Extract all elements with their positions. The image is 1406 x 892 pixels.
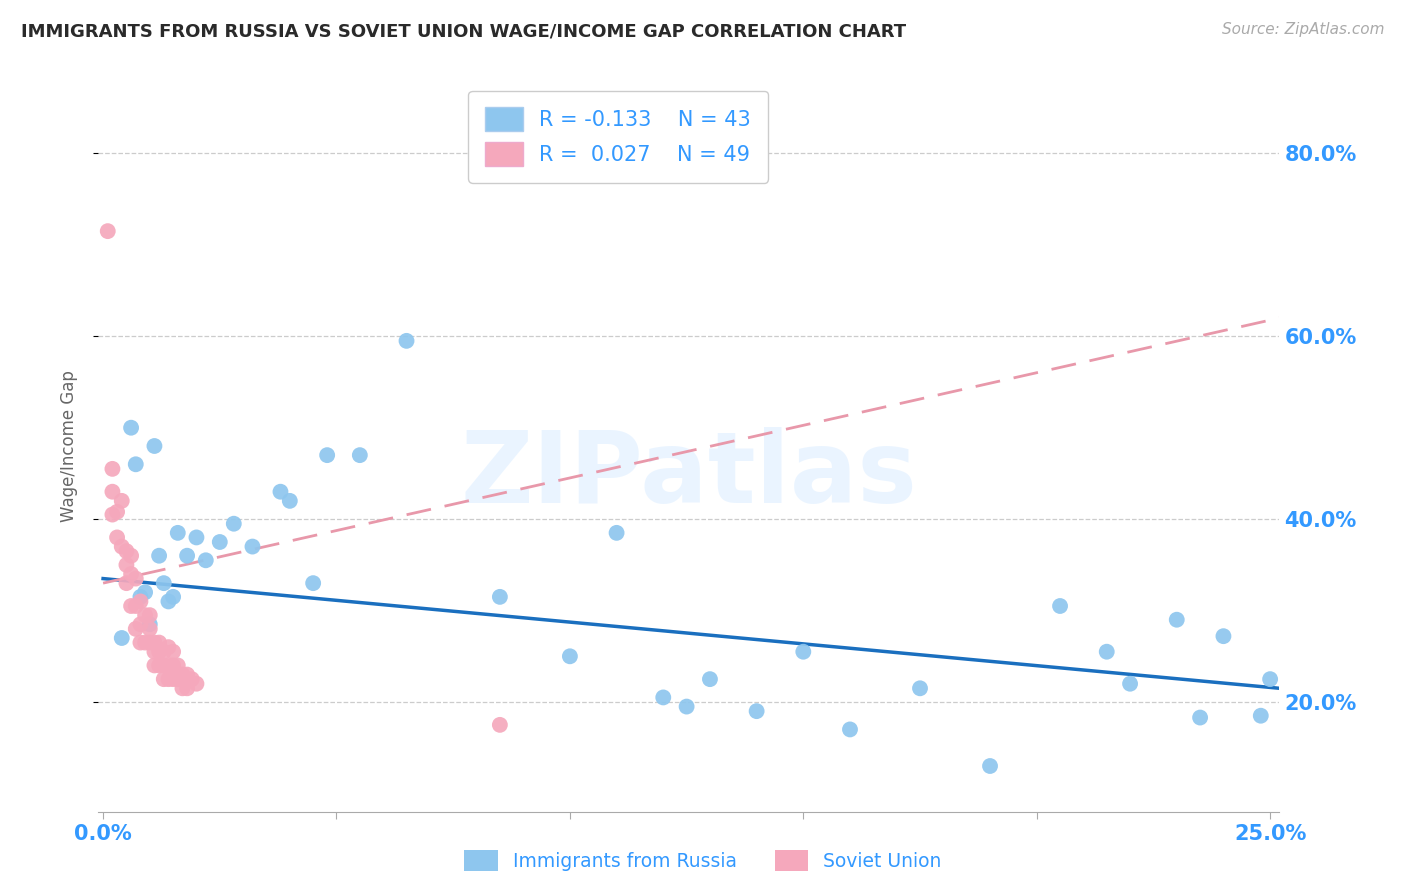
Point <box>1119 676 1142 690</box>
Point <box>152 658 174 673</box>
Point <box>652 690 675 705</box>
Point <box>606 525 628 540</box>
Point <box>162 658 184 673</box>
Point <box>139 622 162 636</box>
Point <box>105 505 128 519</box>
Point <box>395 334 418 348</box>
Point <box>176 667 198 681</box>
Point <box>139 635 162 649</box>
Point <box>157 594 180 608</box>
Point <box>105 530 128 544</box>
Point <box>1049 599 1071 613</box>
Point <box>157 658 180 673</box>
Point <box>157 672 180 686</box>
Point <box>129 617 152 632</box>
Point <box>148 658 170 673</box>
Point <box>101 508 124 522</box>
Point <box>176 549 198 563</box>
Point <box>120 567 142 582</box>
Point <box>125 622 148 636</box>
Point <box>558 649 581 664</box>
Point <box>1095 645 1118 659</box>
Point <box>162 590 184 604</box>
Point <box>111 494 134 508</box>
Point <box>222 516 245 531</box>
Point <box>699 672 721 686</box>
Point <box>111 540 134 554</box>
Point <box>148 549 170 563</box>
Point <box>1189 710 1212 724</box>
Point <box>745 704 768 718</box>
Point <box>172 681 194 696</box>
Point <box>675 699 697 714</box>
Point <box>242 540 264 554</box>
Point <box>166 658 188 673</box>
Text: IMMIGRANTS FROM RUSSIA VS SOVIET UNION WAGE/INCOME GAP CORRELATION CHART: IMMIGRANTS FROM RUSSIA VS SOVIET UNION W… <box>21 22 907 40</box>
Point <box>134 635 156 649</box>
Point <box>349 448 371 462</box>
Point <box>129 635 152 649</box>
Point <box>162 645 184 659</box>
Point <box>125 599 148 613</box>
Point <box>792 645 814 659</box>
Point <box>172 667 194 681</box>
Point <box>101 484 124 499</box>
Point <box>152 645 174 659</box>
Point <box>129 590 152 604</box>
Legend: Immigrants from Russia, Soviet Union: Immigrants from Russia, Soviet Union <box>457 843 949 878</box>
Point <box>125 572 148 586</box>
Point <box>115 544 138 558</box>
Point <box>194 553 217 567</box>
Point <box>186 530 208 544</box>
Point <box>139 617 162 632</box>
Point <box>316 448 339 462</box>
Point <box>101 462 124 476</box>
Point <box>120 421 142 435</box>
Point <box>180 672 202 686</box>
Point <box>115 576 138 591</box>
Point <box>139 608 162 623</box>
Point <box>278 494 301 508</box>
Point <box>120 549 142 563</box>
Point <box>162 672 184 686</box>
Point <box>111 631 134 645</box>
Point <box>489 718 512 732</box>
Point <box>1212 629 1234 643</box>
Point <box>302 576 325 591</box>
Point <box>97 224 120 238</box>
Point <box>143 635 166 649</box>
Point <box>1250 708 1272 723</box>
Point <box>489 590 512 604</box>
Point <box>115 558 138 572</box>
Point <box>129 594 152 608</box>
Point <box>143 439 166 453</box>
Point <box>1166 613 1188 627</box>
Point <box>186 676 208 690</box>
Point <box>176 681 198 696</box>
Y-axis label: Wage/Income Gap: Wage/Income Gap <box>59 370 77 522</box>
Point <box>166 672 188 686</box>
Point <box>979 759 1001 773</box>
Point <box>166 525 188 540</box>
Point <box>148 645 170 659</box>
Point <box>152 672 174 686</box>
Point <box>269 484 291 499</box>
Point <box>1258 672 1281 686</box>
Point <box>125 457 148 471</box>
Point <box>134 608 156 623</box>
Point <box>143 645 166 659</box>
Point <box>157 640 180 655</box>
Point <box>120 599 142 613</box>
Point <box>208 535 231 549</box>
Point <box>839 723 862 737</box>
Point <box>908 681 931 696</box>
Point <box>152 576 174 591</box>
Text: Source: ZipAtlas.com: Source: ZipAtlas.com <box>1222 22 1385 37</box>
Legend: R = -0.133    N = 43, R =  0.027    N = 49: R = -0.133 N = 43, R = 0.027 N = 49 <box>468 91 768 183</box>
Point <box>143 658 166 673</box>
Point <box>134 585 156 599</box>
Text: ZIPatlas: ZIPatlas <box>461 426 917 524</box>
Point <box>148 635 170 649</box>
